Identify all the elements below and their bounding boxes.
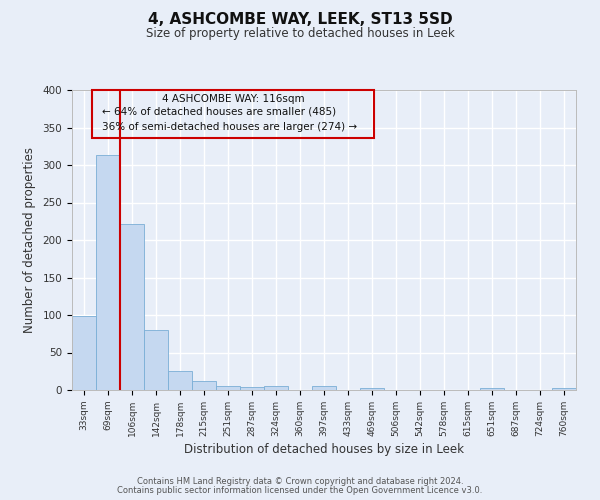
Bar	[192, 381, 216, 390]
Bar	[360, 388, 384, 390]
Y-axis label: Number of detached properties: Number of detached properties	[23, 147, 35, 333]
Bar	[480, 388, 504, 390]
Bar	[264, 386, 288, 390]
Text: Size of property relative to detached houses in Leek: Size of property relative to detached ho…	[146, 28, 454, 40]
Text: 36% of semi-detached houses are larger (274) →: 36% of semi-detached houses are larger (…	[102, 122, 358, 132]
Bar	[312, 386, 336, 390]
Bar	[240, 387, 264, 390]
Bar	[168, 370, 192, 390]
Text: 4, ASHCOMBE WAY, LEEK, ST13 5SD: 4, ASHCOMBE WAY, LEEK, ST13 5SD	[148, 12, 452, 28]
Bar	[144, 330, 168, 390]
Bar	[92, 90, 374, 138]
Bar	[96, 155, 120, 390]
Bar	[120, 224, 144, 390]
Text: Contains public sector information licensed under the Open Government Licence v3: Contains public sector information licen…	[118, 486, 482, 495]
X-axis label: Distribution of detached houses by size in Leek: Distribution of detached houses by size …	[184, 443, 464, 456]
Bar	[72, 316, 96, 390]
Text: ← 64% of detached houses are smaller (485): ← 64% of detached houses are smaller (48…	[102, 106, 337, 117]
Text: 4 ASHCOMBE WAY: 116sqm: 4 ASHCOMBE WAY: 116sqm	[162, 94, 305, 104]
Bar	[552, 388, 576, 390]
Bar	[216, 386, 240, 390]
Text: Contains HM Land Registry data © Crown copyright and database right 2024.: Contains HM Land Registry data © Crown c…	[137, 477, 463, 486]
